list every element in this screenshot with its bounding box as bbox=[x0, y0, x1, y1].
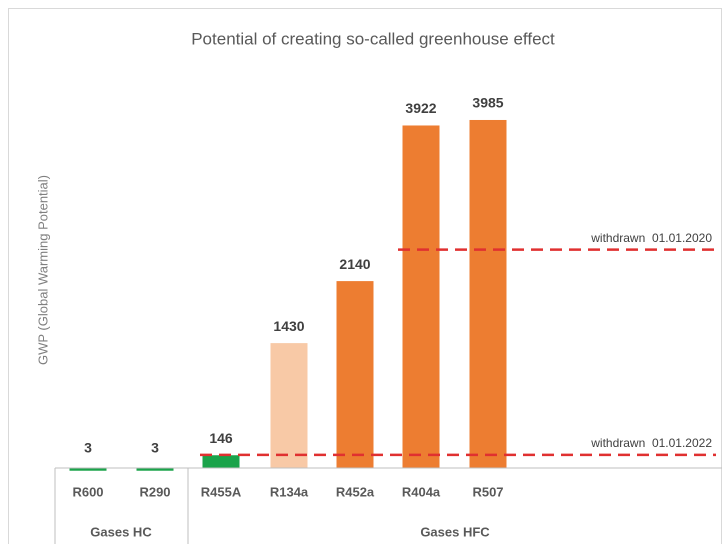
data-label: 3 bbox=[84, 440, 92, 456]
x-tick-label: R404a bbox=[402, 484, 441, 499]
data-label: 3985 bbox=[472, 95, 503, 111]
x-tick-label: R452a bbox=[336, 484, 375, 499]
bar bbox=[469, 119, 507, 468]
data-label: 2140 bbox=[339, 256, 370, 272]
data-label: 1430 bbox=[273, 318, 304, 334]
bar bbox=[136, 467, 174, 471]
bar bbox=[69, 467, 107, 471]
x-tick-label: R507 bbox=[472, 484, 503, 499]
bar bbox=[336, 281, 374, 468]
x-tick-label: R455A bbox=[201, 484, 242, 499]
reference-label: withdrawn 01.01.2020 bbox=[590, 231, 712, 245]
x-tick-label: R290 bbox=[139, 484, 170, 499]
bar bbox=[270, 343, 308, 468]
bar bbox=[402, 125, 440, 468]
data-label: 3 bbox=[151, 440, 159, 456]
chart-title: Potential of creating so-called greenhou… bbox=[191, 29, 555, 48]
reference-label: withdrawn 01.01.2022 bbox=[590, 436, 712, 450]
group-label: Gases HFC bbox=[420, 524, 490, 539]
x-tick-label: R134a bbox=[270, 484, 309, 499]
group-label: Gases HC bbox=[90, 524, 152, 539]
bar bbox=[202, 455, 240, 468]
x-tick-label: R600 bbox=[72, 484, 103, 499]
data-label: 3922 bbox=[405, 100, 436, 116]
y-axis-label: GWP (Global Warming Potential) bbox=[35, 175, 50, 365]
data-label: 146 bbox=[209, 430, 233, 446]
